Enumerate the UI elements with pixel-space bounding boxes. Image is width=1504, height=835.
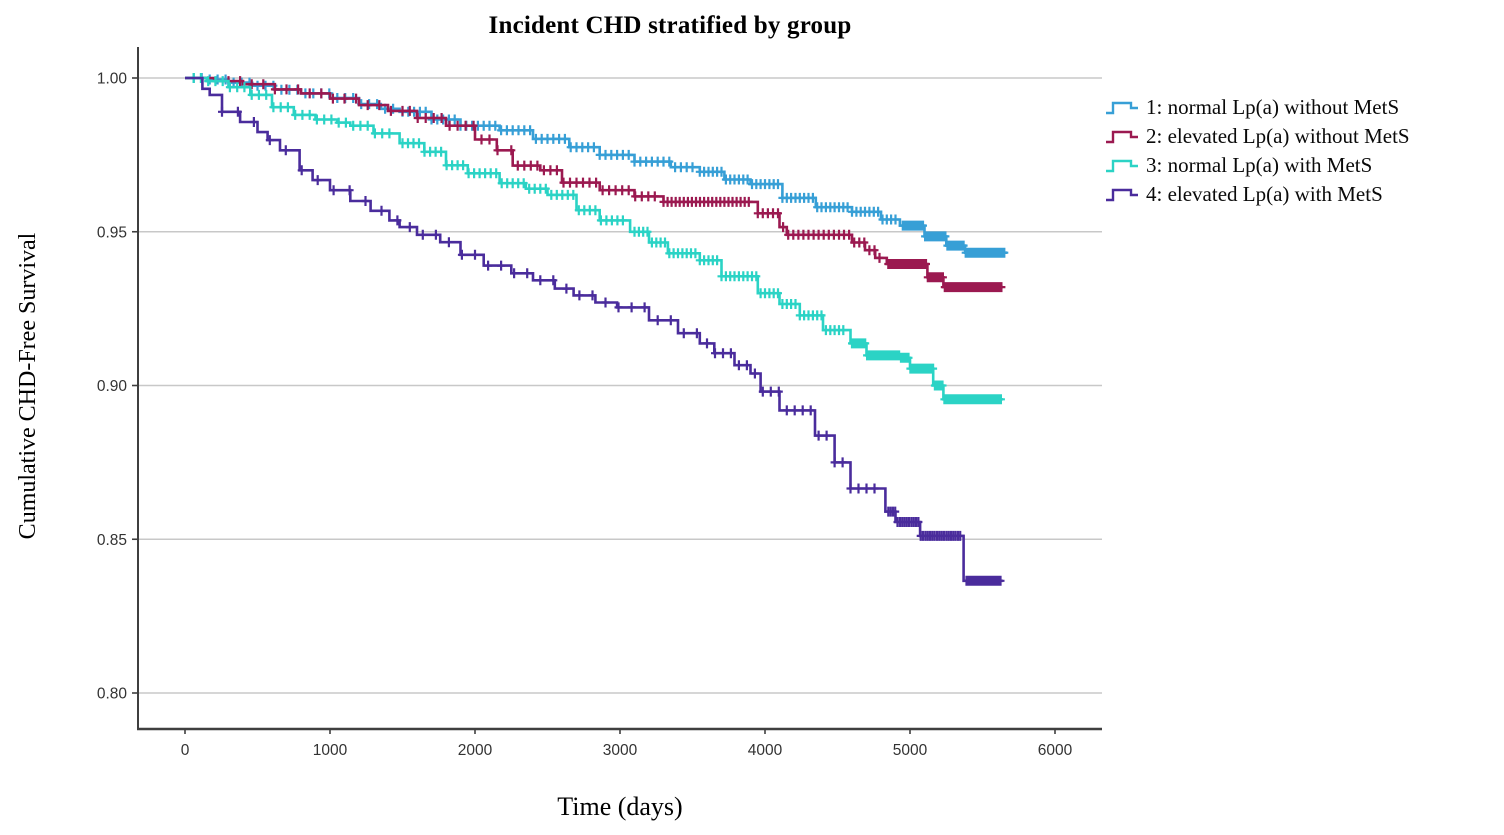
series-2-censor-marks [224,76,1006,293]
series-4-curve [185,76,1003,583]
legend-label: 1: normal Lp(a) without MetS [1146,95,1400,119]
legend: 1: normal Lp(a) without MetS 2: elevated … [1104,93,1410,209]
legend-item: 3: normal Lp(a) with MetS [1104,151,1410,180]
legend-label: 3: normal Lp(a) with MetS [1146,153,1373,177]
x-tick-label: 1000 [313,742,348,759]
x-tick-label: 4000 [748,742,783,759]
legend-step-line-icon [1106,130,1138,143]
legend-step-line-icon [1106,159,1138,172]
legend-item: 4: elevated Lp(a) with MetS [1104,180,1410,209]
x-tick-label: 6000 [1038,742,1073,759]
legend-item: 1: normal Lp(a) without MetS [1104,93,1410,122]
x-tick-label: 2000 [458,742,493,759]
x-tick-label: 0 [181,742,190,759]
y-tick-label: 0.90 [97,378,128,395]
legend-step-line-icon [1106,188,1138,201]
series-4-censor-marks [218,106,1005,586]
legend-item: 2: elevated Lp(a) without MetS [1104,122,1410,151]
legend-label: 4: elevated Lp(a) with MetS [1146,182,1383,206]
series-1-curve [185,76,1008,254]
series-1-censor-marks [189,73,1009,258]
x-tick-label: 5000 [893,742,928,759]
y-tick-label: 0.80 [97,686,128,703]
legend-label: 2: elevated Lp(a) without MetS [1146,124,1410,148]
y-tick-label: 0.85 [97,532,127,549]
series-3-censor-marks [189,73,1005,405]
y-tick-label: 0.95 [97,224,127,241]
x-axis-title: Time (days) [557,792,683,821]
x-tick-label: 3000 [603,742,638,759]
chart-title: Incident CHD stratified by group [488,12,852,39]
y-tick-label: 1.00 [97,71,128,88]
series-3-curve [185,76,1003,401]
legend-step-line-icon [1106,101,1138,114]
